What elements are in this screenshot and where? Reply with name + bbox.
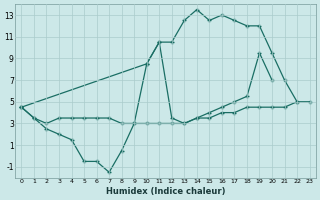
X-axis label: Humidex (Indice chaleur): Humidex (Indice chaleur) [106,187,225,196]
